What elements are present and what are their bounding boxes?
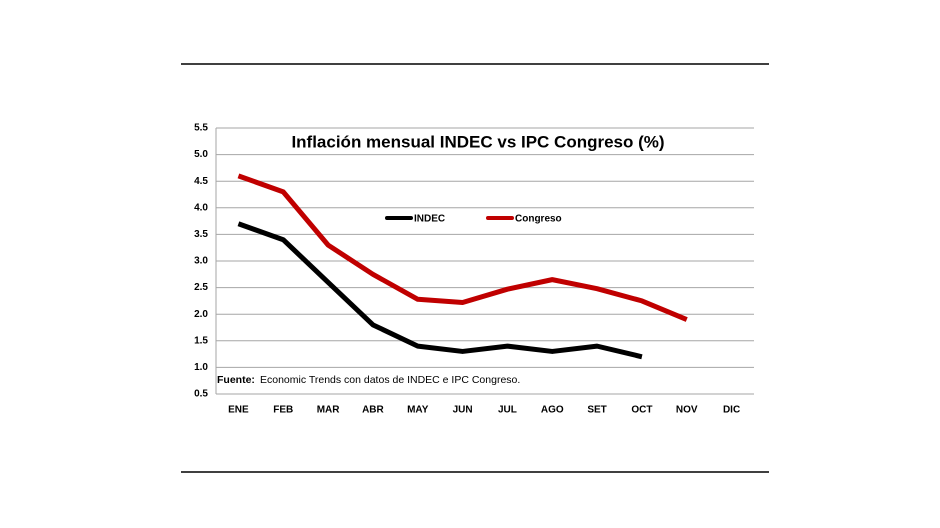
x-tick-label: SET [587,405,606,416]
source-label: Fuente: [217,374,255,386]
x-tick-label: OCT [631,405,652,416]
x-tick-label: JUL [498,405,517,416]
legend-label: INDEC [414,214,445,225]
y-tick-label: 3.0 [194,256,208,267]
legend-label: Congreso [515,214,562,225]
x-tick-label: DIC [723,405,740,416]
x-tick-label: JUN [453,405,473,416]
y-tick-label: 0.5 [194,389,208,400]
y-tick-label: 4.5 [194,176,208,187]
source-text: Economic Trends con datos de INDEC e IPC… [260,374,520,386]
y-tick-label: 1.5 [194,335,208,346]
series-line [237,173,688,322]
x-tick-label: NOV [676,405,698,416]
x-tick-label: MAR [317,405,341,416]
y-tick-label: 4.0 [194,202,208,213]
x-tick-label: FEB [273,405,293,416]
y-tick-label: 2.0 [194,309,208,320]
y-tick-label: 5.5 [194,123,208,134]
y-tick-label: 5.0 [194,149,208,160]
x-tick-label: ABR [362,405,384,416]
chart-title: Inflación mensual INDEC vs IPC Congreso … [291,132,664,151]
x-tick-label: AGO [541,405,564,416]
y-tick-label: 3.5 [194,229,208,240]
y-tick-label: 1.0 [194,362,208,373]
x-tick-label: MAY [407,405,429,416]
y-tick-label: 2.5 [194,282,208,293]
x-tick-label: ENE [228,405,249,416]
series-line [237,221,643,360]
